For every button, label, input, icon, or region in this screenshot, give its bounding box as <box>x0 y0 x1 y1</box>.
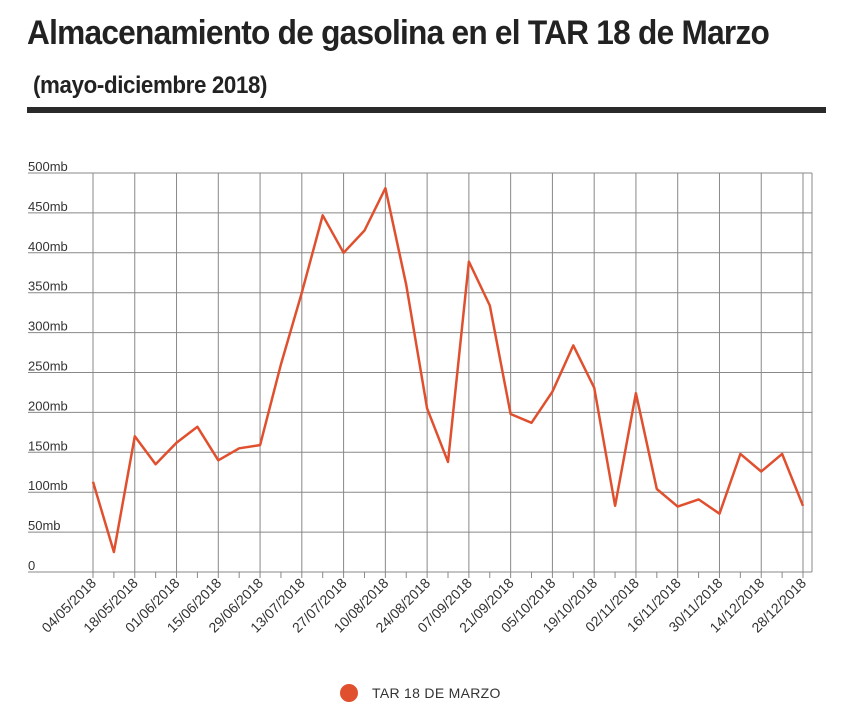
data-point[interactable] <box>90 479 96 485</box>
data-point[interactable] <box>779 451 785 457</box>
data-point[interactable] <box>194 424 200 430</box>
legend-label: TAR 18 DE MARZO <box>372 685 501 701</box>
series-line[interactable] <box>91 186 805 554</box>
data-point[interactable] <box>508 411 514 417</box>
y-tick-label: 500mb <box>28 159 68 174</box>
data-point[interactable] <box>424 405 430 411</box>
data-point[interactable] <box>612 503 618 509</box>
data-point[interactable] <box>361 227 367 233</box>
data-point[interactable] <box>675 504 681 510</box>
data-point[interactable] <box>466 259 472 265</box>
data-point[interactable] <box>382 185 388 191</box>
data-point[interactable] <box>341 250 347 256</box>
y-tick-label: 350mb <box>28 279 68 294</box>
data-point[interactable] <box>654 486 660 492</box>
data-point[interactable] <box>278 362 284 368</box>
legend-marker <box>340 684 358 702</box>
data-point[interactable] <box>529 420 535 426</box>
data-point[interactable] <box>696 496 702 502</box>
data-point[interactable] <box>403 282 409 288</box>
data-point[interactable] <box>111 549 117 555</box>
y-tick-label: 400mb <box>28 239 68 254</box>
y-tick-label: 150mb <box>28 438 68 453</box>
data-point[interactable] <box>570 342 576 348</box>
data-point[interactable] <box>800 503 806 509</box>
y-tick-label: 100mb <box>28 478 68 493</box>
y-tick-label: 200mb <box>28 398 68 413</box>
data-point[interactable] <box>215 457 221 463</box>
data-point[interactable] <box>236 445 242 451</box>
data-point[interactable] <box>153 461 159 467</box>
data-point[interactable] <box>633 390 639 396</box>
data-point[interactable] <box>591 385 597 391</box>
data-point[interactable] <box>487 302 493 308</box>
data-point[interactable] <box>445 459 451 465</box>
data-point[interactable] <box>320 212 326 218</box>
data-point[interactable] <box>132 433 138 439</box>
data-point[interactable] <box>716 511 722 517</box>
data-point[interactable] <box>758 468 764 474</box>
chart-title: Almacenamiento de gasolina en el TAR 18 … <box>27 14 770 52</box>
y-tick-label: 0 <box>28 558 35 573</box>
y-tick-label: 300mb <box>28 319 68 334</box>
data-point[interactable] <box>549 389 555 395</box>
data-point[interactable] <box>174 440 180 446</box>
data-point[interactable] <box>737 451 743 457</box>
y-tick-label: 250mb <box>28 359 68 374</box>
chart-subtitle: (mayo-diciembre 2018) <box>33 72 268 99</box>
data-point[interactable] <box>299 290 305 296</box>
y-tick-label: 50mb <box>28 518 61 533</box>
legend[interactable]: TAR 18 DE MARZO <box>340 684 501 702</box>
data-point[interactable] <box>257 442 263 448</box>
title-divider <box>27 107 826 113</box>
y-tick-label: 450mb <box>28 199 68 214</box>
